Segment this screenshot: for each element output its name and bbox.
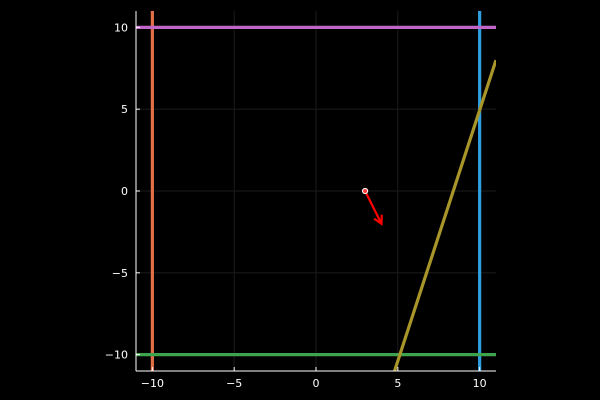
annotations	[361, 187, 383, 226]
y-tick-label: 10	[114, 21, 128, 34]
series-lines	[136, 11, 496, 371]
x-tick-label: 10	[473, 377, 487, 390]
x-tick-label: −5	[226, 377, 242, 390]
position-marker	[361, 187, 369, 195]
x-tick-label: 0	[313, 377, 320, 390]
y-tick-label: −5	[112, 267, 128, 280]
y-tick-label: −10	[105, 349, 128, 362]
direction-arrow-head	[373, 214, 383, 226]
y-tick-label: 5	[121, 103, 128, 116]
series-line-5	[393, 59, 496, 371]
tick-labels: −10 −5 0 5 10 −10 −5 0 5 10	[105, 21, 487, 390]
x-tick-label: 5	[394, 377, 401, 390]
grid-lines	[136, 11, 496, 371]
x-tick-label: −10	[141, 377, 164, 390]
direction-arrow-shaft	[364, 190, 383, 225]
axes	[135, 11, 496, 372]
y-tick-label: 0	[121, 185, 128, 198]
